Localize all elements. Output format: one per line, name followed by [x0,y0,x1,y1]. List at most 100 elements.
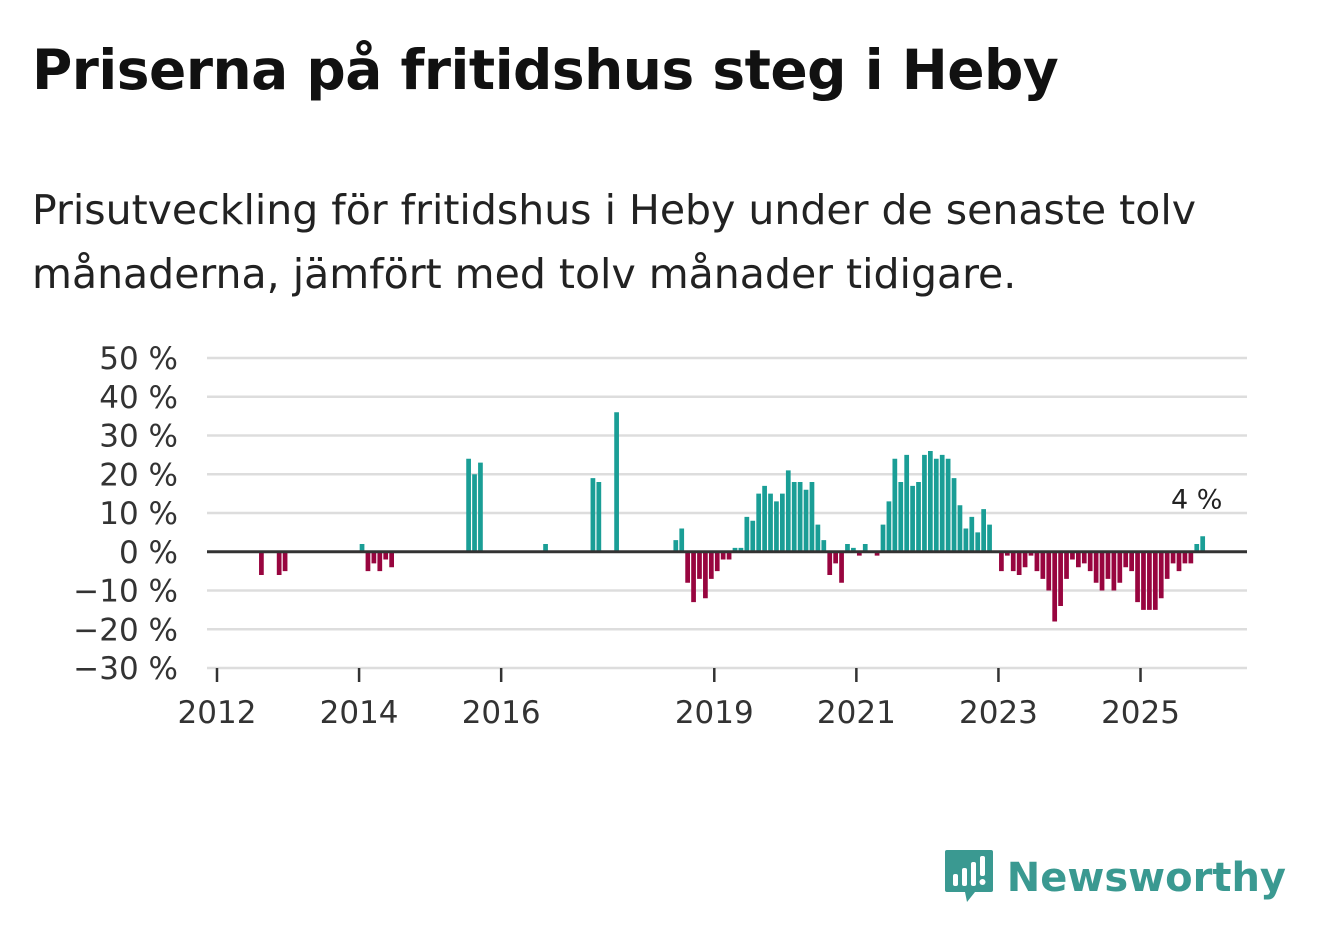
bar [685,551,690,583]
bar [720,551,726,560]
y-tick-label: −30 % [73,651,178,687]
bar [714,551,720,572]
x-tick-label: 2021 [817,695,896,731]
bar [1016,551,1022,575]
bar [762,485,767,552]
bar [472,474,477,552]
gridlines [207,356,1247,670]
bar [1129,551,1134,572]
bar [691,551,696,603]
newsworthy-logo-icon [944,850,993,902]
bar [259,551,264,575]
bar [839,551,844,583]
bars [259,412,1206,622]
bar [827,551,833,575]
bar [1164,551,1170,579]
bar [833,551,838,564]
bar [726,551,732,560]
bar [1010,551,1016,572]
bar [785,470,791,552]
x-tick-label: 2012 [178,695,257,731]
bar [1147,551,1152,610]
bar [697,551,702,579]
bar [933,458,939,552]
bar [1034,551,1040,572]
bar [969,516,975,552]
annotation: 4 % [1171,484,1222,515]
bar [1182,551,1188,564]
bar [963,528,969,552]
bar [744,516,750,552]
bar [703,551,708,599]
bar [1028,551,1034,556]
bar [1081,551,1087,564]
bar [910,485,915,552]
bar [856,551,862,556]
bar [1117,551,1123,583]
bar [815,524,821,552]
bar [1105,551,1111,579]
bar [1135,551,1140,603]
bar [371,551,377,564]
bar [928,451,933,552]
bar [543,544,548,552]
bar [999,551,1004,572]
bar [365,551,371,572]
chart-title: Priserna på fritidshus steg i Heby [32,38,1059,102]
bar [780,493,785,552]
bar [732,547,738,552]
brand-name: Newsworthy [1006,855,1286,901]
bar [809,482,815,552]
bar [791,482,797,552]
bar [1111,551,1117,591]
bar [276,551,282,575]
annotation-label: 4 % [1171,484,1222,515]
bar [282,551,288,572]
bar [922,454,927,552]
bar [1176,551,1182,572]
bar [1022,551,1028,568]
y-tick-label: 40 % [99,380,178,416]
bar [1099,551,1105,591]
bar [975,532,981,552]
chart-subtitle: Prisutveckling för fritidshus i Heby und… [32,186,1196,298]
bar [738,547,744,552]
bar [981,509,986,552]
bar [1188,551,1194,564]
bar [1004,551,1010,556]
bar [774,501,779,552]
bar [1158,551,1164,599]
bar [478,462,483,552]
bar [904,454,910,552]
bar [939,454,945,552]
bar [874,551,880,556]
bar [673,540,679,552]
bar [1141,551,1146,610]
bar [1152,551,1158,610]
bar [1093,551,1099,583]
bar [1200,536,1206,552]
bar [590,478,596,552]
bar [797,482,803,552]
bar [1076,551,1081,568]
bar [957,505,963,552]
bar [679,528,685,552]
bar-chart: 50 %40 %30 %20 %10 %0 %−10 %−20 %−30 % 2… [73,341,1247,731]
bar [596,482,602,552]
bar [614,412,619,552]
bar [892,458,898,552]
y-tick-label: −20 % [73,612,178,648]
bar [1087,551,1093,572]
bar [708,551,714,579]
bar [821,540,827,552]
x-tick-label: 2025 [1101,695,1180,731]
bar [945,458,951,552]
y-tick-label: 0 % [119,535,178,571]
y-tick-label: 50 % [99,341,178,377]
bar [377,551,383,572]
x-tick-label: 2014 [320,695,399,731]
bar [383,551,389,560]
bar [466,458,471,552]
bar [768,493,773,552]
y-tick-label: 20 % [99,457,178,493]
